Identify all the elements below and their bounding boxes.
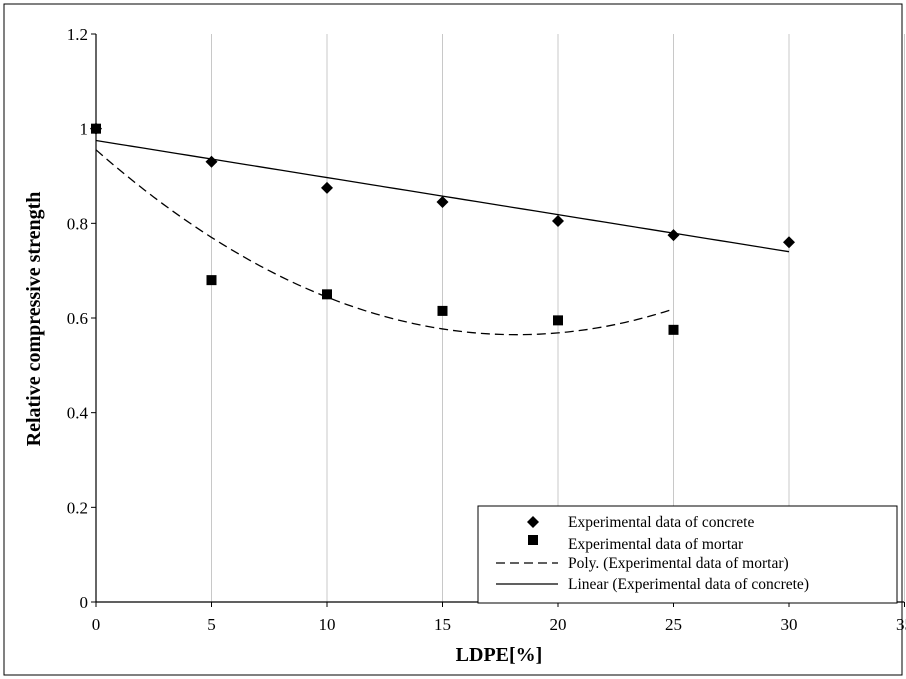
y-axis-title: Relative compressive strength [23,192,45,447]
concrete-data-point [321,181,333,194]
y-tick-label: 0.8 [67,214,88,233]
concrete-data-point [552,214,564,227]
legend-diamond-icon [527,516,539,528]
legend-label-poly: Poly. (Experimental data of mortar) [568,555,789,572]
y-tick-label: 1.2 [67,25,88,44]
trendline-poly-mortar [95,149,674,336]
legend-label-linear: Linear (Experimental data of concrete) [568,576,809,593]
legend-square-icon [528,535,538,545]
x-tick-label: 15 [434,615,451,634]
x-tick-label: 10 [319,615,336,634]
mortar-data-point [668,324,679,335]
x-tick-label: 30 [781,615,798,634]
legend-label-concrete: Experimental data of concrete [568,514,754,531]
data-points [90,122,795,335]
x-tick-label: 5 [207,615,216,634]
concrete-data-point [205,155,218,168]
ticks: 0 5 10 15 20 25 30 35 0 0.2 0.4 0.6 0.8 1 1.2 [67,25,906,634]
legend-label-mortar: Experimental data of mortar [568,536,744,553]
x-tick-label: 20 [550,615,567,634]
x-tick-label: 25 [665,615,682,634]
mortar-data-point [206,275,217,286]
mortar-data-point [322,289,332,300]
mortar-data-point [91,123,101,134]
x-tick-label: 0 [92,615,101,634]
y-tick-label: 0 [80,593,89,612]
x-tick-label: 35 [896,615,906,634]
mortar-data-point [437,305,448,316]
y-tick-label: 0.4 [67,404,89,423]
concrete-data-point [783,236,795,249]
y-tick-label: 1 [80,120,89,139]
y-tick-label: 0.2 [67,498,88,517]
y-tick-label: 0.6 [67,309,88,328]
mortar-data-point [553,315,563,326]
legend: Experimental data of concrete Experiment… [477,505,898,604]
concrete-data-point [436,196,449,209]
x-axis-title: LDPE[%] [456,644,543,666]
legend-box [477,505,898,604]
concrete-data-point [667,229,680,242]
